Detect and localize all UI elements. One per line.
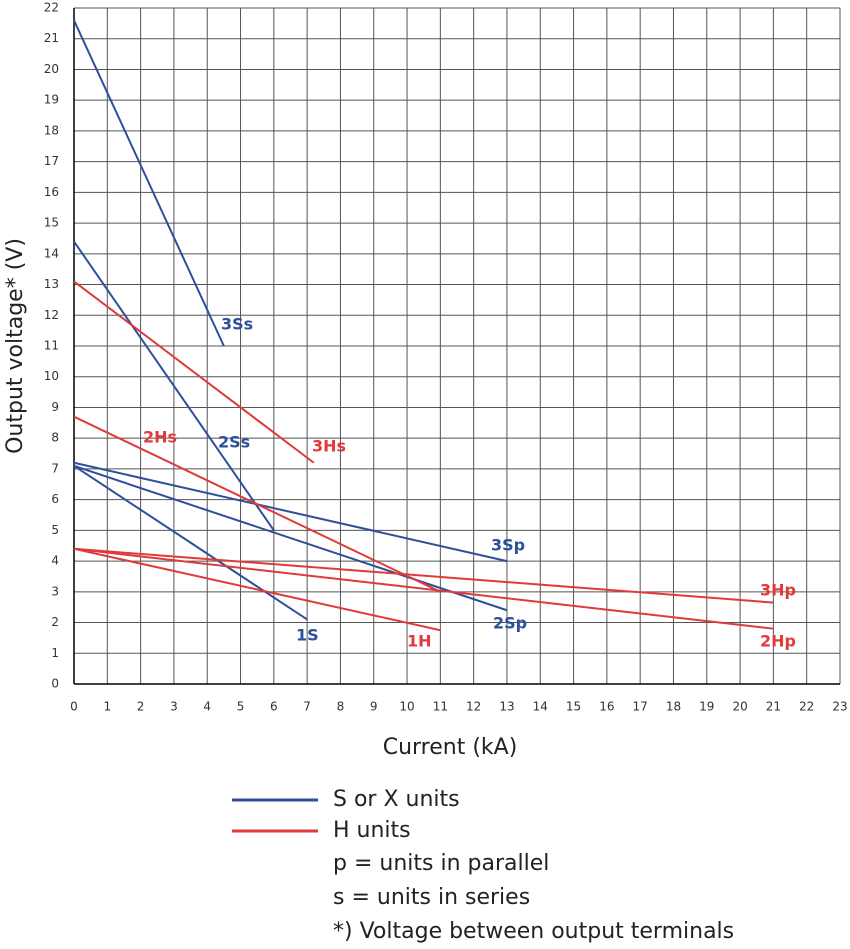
- x-tick-label: 7: [303, 700, 311, 714]
- x-tick-label: 19: [699, 700, 714, 714]
- x-tick-label: 6: [270, 700, 278, 714]
- x-tick-label: 5: [237, 700, 245, 714]
- y-tick-label: 5: [51, 523, 59, 537]
- note: *) Voltage between output terminals: [333, 919, 734, 944]
- y-tick-label: 3: [51, 584, 59, 598]
- series-label: 1S: [296, 626, 319, 645]
- legend-label: H units: [333, 818, 411, 843]
- y-tick-label: 22: [44, 1, 59, 15]
- series-line: [73, 280, 315, 464]
- series-label: 3Hs: [312, 437, 346, 456]
- x-tick-label: 0: [70, 700, 78, 714]
- x-tick-label: 13: [499, 700, 514, 714]
- x-tick-label: 2: [137, 700, 145, 714]
- x-tick-label: 10: [399, 700, 414, 714]
- x-tick-label: 3: [170, 700, 178, 714]
- x-tick-label: 18: [666, 700, 681, 714]
- x-tick-label: 9: [370, 700, 378, 714]
- y-tick-label: 17: [44, 154, 59, 168]
- x-tick-label: 16: [599, 700, 614, 714]
- y-tick-label: 7: [51, 461, 59, 475]
- y-tick-label: 16: [44, 185, 59, 199]
- series-line: [73, 547, 774, 604]
- series-line: [73, 547, 441, 632]
- x-tick-label: 23: [832, 700, 847, 714]
- x-tick-label: 17: [633, 700, 648, 714]
- y-tick-label: 19: [44, 93, 59, 107]
- x-tick-label: 4: [203, 700, 211, 714]
- series-line: [73, 240, 275, 531]
- series-label: 2Sp: [493, 614, 527, 633]
- series-line: [73, 465, 308, 621]
- y-tick-label: 14: [44, 246, 59, 260]
- series-label: 2Hp: [760, 632, 796, 651]
- y-tick-label: 1: [51, 646, 59, 660]
- y-tick-label: 12: [44, 308, 59, 322]
- y-tick-label: 9: [51, 400, 59, 414]
- series-line: [73, 415, 441, 593]
- y-tick-label: 8: [51, 431, 59, 445]
- x-tick-label: 20: [732, 700, 747, 714]
- series-line: [73, 461, 508, 563]
- series-label: 3Hp: [760, 581, 796, 600]
- series-line: [73, 19, 225, 347]
- y-tick-label: 11: [44, 339, 59, 353]
- legend-label: S or X units: [333, 787, 460, 812]
- y-tick-label: 18: [44, 123, 59, 137]
- y-tick-label: 6: [51, 492, 59, 506]
- y-tick-label: 2: [51, 615, 59, 629]
- x-tick-label: 21: [766, 700, 781, 714]
- x-axis-label: Current (kA): [383, 735, 518, 760]
- x-tick-label: 11: [433, 700, 448, 714]
- y-tick-label: 4: [51, 554, 59, 568]
- x-tick-label: 15: [566, 700, 581, 714]
- series-label: 1H: [407, 632, 432, 651]
- note: p = units in parallel: [333, 851, 549, 876]
- series-line: [73, 464, 508, 612]
- y-tick-label: 20: [44, 62, 59, 76]
- x-tick-label: 8: [337, 700, 345, 714]
- y-tick-label: 13: [44, 277, 59, 291]
- y-tick-label: 21: [44, 31, 59, 45]
- series-label: 2Ss: [218, 433, 250, 452]
- series-label: 3Sp: [491, 536, 525, 555]
- series-label: 2Hs: [143, 428, 177, 447]
- series-line: [73, 547, 774, 630]
- x-tick-label: 14: [533, 700, 548, 714]
- y-tick-label: 15: [44, 216, 59, 230]
- x-tick-label: 1: [103, 700, 111, 714]
- series-label: 3Ss: [221, 315, 253, 334]
- y-axis-label: Output voltage* (V): [3, 238, 28, 454]
- y-tick-label: 10: [44, 369, 59, 383]
- x-tick-label: 22: [799, 700, 814, 714]
- note: s = units in series: [333, 885, 530, 910]
- x-tick-label: 12: [466, 700, 481, 714]
- y-tick-label: 0: [51, 677, 59, 691]
